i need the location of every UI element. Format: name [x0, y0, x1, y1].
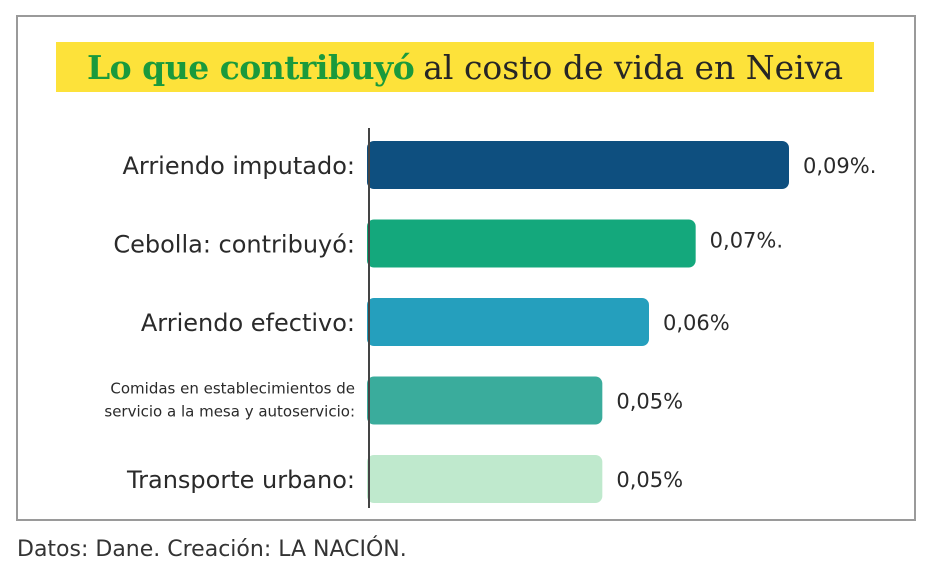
value-label: 0,09%.: [803, 154, 876, 178]
bar: [367, 455, 603, 503]
bar: [367, 141, 789, 189]
bar: [367, 376, 603, 425]
bar: [367, 298, 649, 346]
category-label: Transporte urbano:: [126, 466, 355, 494]
chart-title-bold: Lo que contribuyó: [86, 47, 415, 87]
category-label: Arriendo imputado:: [122, 152, 355, 180]
bar: [367, 219, 696, 268]
value-label: 0,05%: [616, 468, 683, 492]
category-label: Cebolla: contribuyó:: [113, 231, 355, 259]
value-label: 0,05%: [616, 390, 683, 414]
category-label: Arriendo efectivo:: [141, 309, 355, 337]
title-highlight: [56, 42, 874, 92]
value-label: 0,06%: [663, 311, 730, 335]
source-note: Datos: Dane. Creación: LA NACIÓN.: [17, 537, 407, 562]
chart-frame: [16, 15, 916, 521]
chart-title-rest: al costo de vida en Neiva: [423, 47, 844, 87]
chart-title: Lo que contribuyó al costo de vida en Ne…: [56, 42, 874, 92]
category-label: Comidas en establecimientos de servicio a…: [104, 380, 355, 421]
value-label: 0,07%.: [710, 229, 783, 253]
